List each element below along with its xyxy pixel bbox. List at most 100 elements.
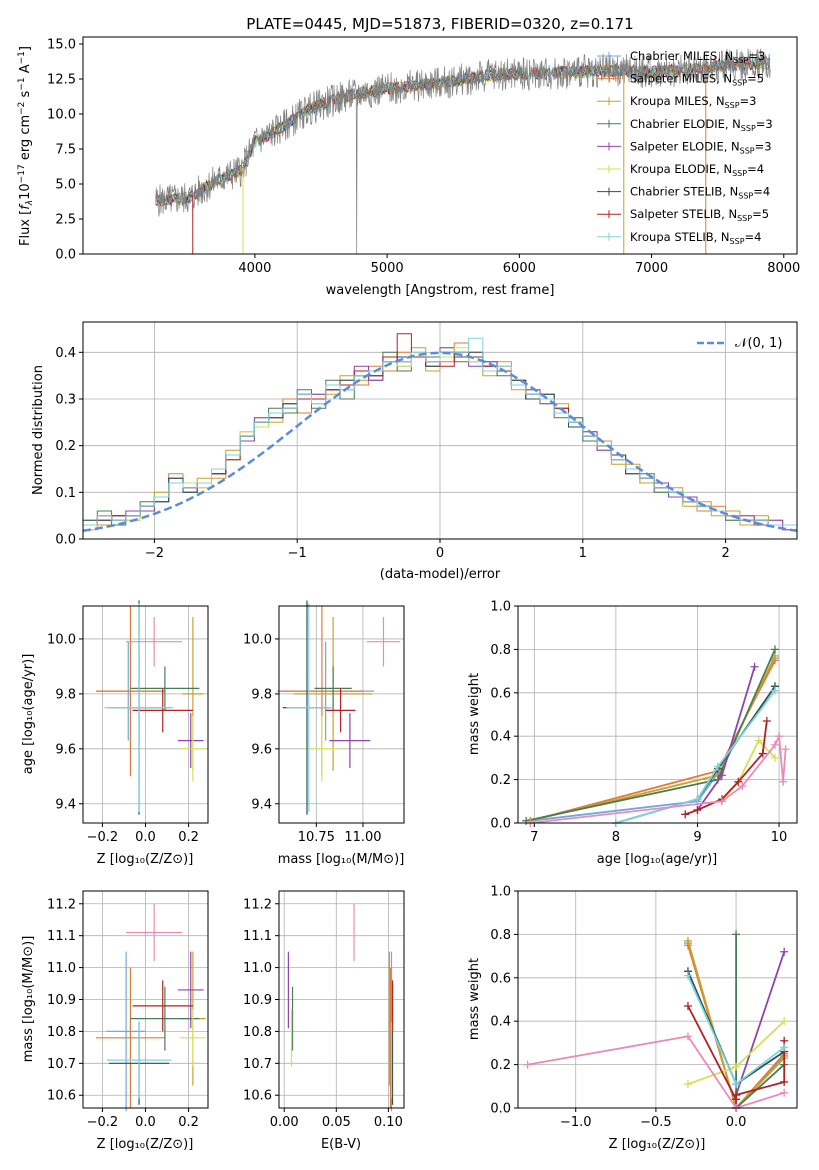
series-marker-kroupa_stelib [713,762,722,771]
y-tick-label: 0.4 [55,346,76,361]
mass-weight-vs-age-ylabel: mass weight [467,673,482,755]
y-tick-label: 10.9 [243,993,272,1008]
series-marker-kroupa_elodie [732,1062,741,1071]
y-tick-label: 10.9 [47,993,76,1008]
spectrum-ylabel: Flux [fλ10−17 erg cm−2 s−1 A−1] [17,46,35,246]
series-marker-pink [717,797,726,806]
age-vs-z-xlabel: Z [log₁₀(Z/Z⊙)] [97,852,194,867]
x-tick-label: 0.2 [178,830,199,845]
mass-weight-vs-z-axes-frame [517,890,798,1109]
x-tick-label: 5000 [371,261,404,276]
x-tick-label: 7000 [635,261,668,276]
y-tick-label: 11.2 [47,897,76,912]
hist-step-kroupa_miles [82,347,797,539]
x-tick-label: 2 [721,546,729,561]
age-vs-mass-axes-frame [278,605,405,824]
series-marker-kroupa_stelib [683,971,692,980]
y-tick-label: 11.1 [47,929,76,944]
series-marker-pink [738,782,747,791]
age-vs-z-ylabel: age [log₁₀(age/yr)] [21,654,36,775]
series-marker-chabrier_elodie [732,930,741,939]
x-tick-label: 0.0 [135,830,156,845]
y-tick-label: 11.0 [47,961,76,976]
x-tick-label: 0.00 [270,1115,299,1130]
x-tick-label: −0.5 [640,1115,672,1130]
series-marker-kroupa_elodie [780,1017,789,1026]
age-vs-z-panel: −0.2 0.0 0.29.49.69.810.0 Z [log₁₀(Z/Z⊙)] … [21,600,209,867]
x-tick-label: 0.0 [726,1115,747,1130]
x-tick-label: −0.2 [87,1115,119,1130]
spectrum-axes-frame [82,36,798,255]
y-tick-label: 9.6 [55,742,76,757]
legend-label-salpeter_stelib: Salpeter STELIB, NSSP=5 [630,207,769,223]
x-tick-label: 0.10 [374,1115,403,1130]
y-tick-label: 11.0 [243,961,272,976]
mass-vs-ebv-xlabel: E(B-V) [321,1137,361,1152]
y-tick-label: 10.0 [47,632,76,647]
y-tick-label: 9.4 [55,797,76,812]
series-marker-chabrier_elodie [770,645,779,654]
series-marker-pink [683,1032,692,1041]
age-vs-mass-xlabel: mass [log₁₀(M/M⊙)] [278,852,405,867]
x-tick-label: 4000 [238,261,271,276]
mass-weight-vs-age-axes-frame [517,605,798,824]
x-tick-label: 8000 [767,261,800,276]
y-tick-label: 0.8 [490,928,511,943]
y-tick-label: 7.5 [55,143,76,158]
y-tick-label: 0.2 [55,439,76,454]
series-marker-pink [779,777,788,786]
histogram-legend: 𝒩(0, 1) [697,336,782,351]
y-tick-label: 10.7 [243,1057,272,1072]
y-tick-label: 1.0 [490,600,511,615]
y-tick-label: 0.4 [490,730,511,745]
observed-spectrum [155,48,771,254]
y-tick-label: 0.0 [490,1102,511,1117]
y-tick-label: 1.0 [490,885,511,900]
normal-curve [82,351,798,533]
x-tick-label: −1 [288,546,307,561]
mass-weight-vs-age-panel: 7 8 9 10 0.0 0.2 0.4 0.6 0.8 1.0 age [log₁₀(age/y… [467,600,798,867]
series-marker-salpeter_stelib [758,749,767,758]
y-tick-label: 11.2 [243,897,272,912]
series-marker-pink [781,745,790,754]
series-marker-salpeter_elodie [717,771,726,780]
y-tick-label: 10.7 [47,1057,76,1072]
legend-label-chabrier_miles: Chabrier MILES, NSSP=3 [630,49,765,65]
series-marker-salpeter_elodie [780,947,789,956]
legend-label-salpeter_miles: Salpeter MILES, NSSP=5 [630,72,764,88]
x-tick-label: −0.2 [87,830,119,845]
mass-vs-z-xlabel: Z [log₁₀(Z/Z⊙)] [97,1137,194,1152]
y-tick-label: 5.0 [55,178,76,193]
mass-vs-ebv-plot-area: 0.00 0.05 0.10 10.6 10.7 10.8 10.9 11.0 11.1 11.2 [243,891,404,1130]
mass-vs-z-panel: −0.2 0.0 0.2 10.6 10.7 10.8 10.9 11.0 11.1 11.2 Z… [21,890,209,1152]
legend-label-salpeter_elodie: Salpeter ELODIE, NSSP=3 [630,139,772,155]
y-tick-label: 0.3 [55,393,76,408]
histogram-plot-area: −2 −1 0 1 2 0.0 0.1 0.2 0.3 0.4 [55,322,798,561]
y-tick-label: 9.8 [251,687,272,702]
y-tick-label: 9.4 [251,797,272,812]
spectrum-legend: Chabrier MILES, NSSP=3 Salpeter MILES, NS… [597,49,773,246]
series-marker-kroupa_stelib [780,1043,789,1052]
mass-weight-vs-z-panel: −1.0 −0.5 0.0 0.0 0.2 0.4 0.6 0.8 1.0 Z [log₁₀(Z… [467,885,798,1152]
age-vs-z-plot-area: −0.2 0.0 0.2 9.4 9.6 9.8 10.0 [47,600,208,845]
y-tick-label: 10.6 [243,1089,272,1104]
mass-weight-vs-z-xlabel: Z [log₁₀(Z/Z⊙)] [609,1137,706,1152]
mass-weight-vs-age-plot-area: 7 8 9 10 0.0 0.2 0.4 0.6 0.8 1.0 [490,600,797,845]
series-marker-kroupa_miles [683,936,692,945]
mass-vs-z-ylabel: mass [log₁₀(M/M⊙)] [21,936,36,1063]
y-tick-label: 10.8 [47,1025,76,1040]
y-tick-label: 0.0 [490,817,511,832]
y-tick-label: 9.8 [55,687,76,702]
y-tick-label: 2.5 [55,213,76,228]
series-marker-salpeter_stelib [681,810,690,819]
series-marker-pink [770,740,779,749]
series-marker-pink [780,1088,789,1097]
y-tick-label: 15.0 [47,38,76,53]
y-tick-label: 10.0 [47,108,76,123]
legend-label-kroupa_stelib: Kroupa STELIB, NSSP=4 [630,230,761,246]
mass-weight-vs-z-ylabel: mass weight [467,958,482,1040]
legend-label-chabrier_stelib: Chabrier STELIB, NSSP=4 [630,185,770,201]
y-tick-label: 10.0 [243,632,272,647]
series-marker-kroupa_elodie [770,753,779,762]
y-tick-label: 0.1 [55,486,76,501]
